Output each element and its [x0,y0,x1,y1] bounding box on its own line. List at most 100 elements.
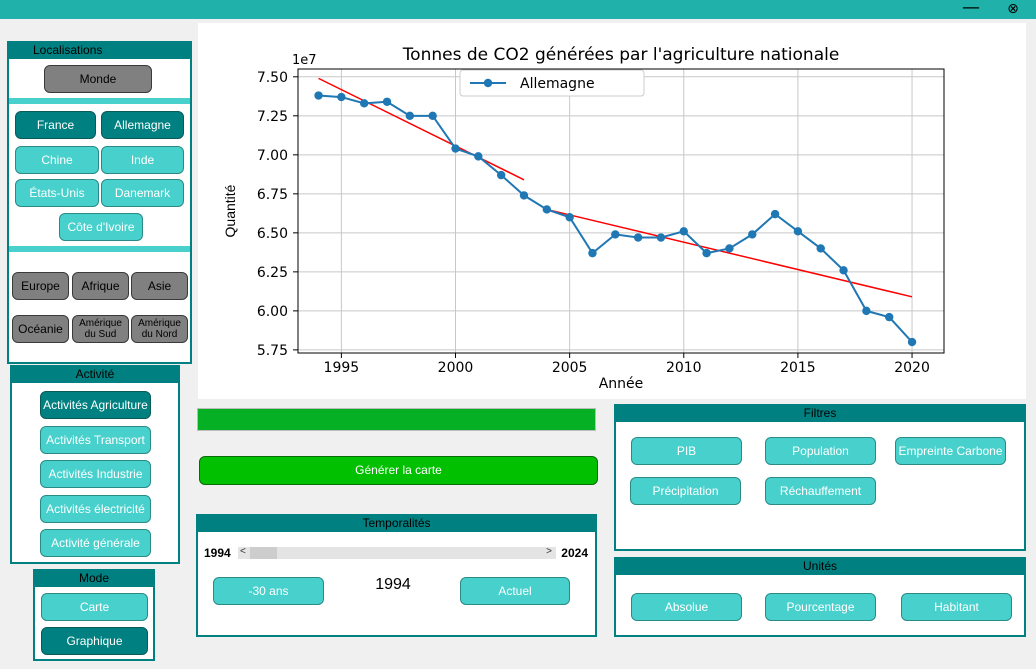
chine-button[interactable]: Chine [15,146,99,174]
y-tick-label: 6.25 [257,265,288,281]
divider-bottom [9,246,190,252]
data-point [725,244,734,253]
minimize-icon[interactable]: — [962,0,980,18]
activites-industrie-button[interactable]: Activités Industrie [40,460,151,488]
x-axis-label: Année [599,376,644,392]
data-point [611,230,620,239]
rechauffement-button[interactable]: Réchauffement [765,477,876,505]
chart-title: Tonnes de CO2 générées par l'agriculture… [402,45,840,65]
slider-left-arrow-icon[interactable]: < [240,546,246,557]
data-point [359,99,369,108]
amerique-du-nord-button[interactable]: Amérique du Nord [131,315,188,343]
afrique-button[interactable]: Afrique [72,272,129,300]
danemark-button[interactable]: Danemark [101,179,184,207]
current-year-display: 1994 [375,576,411,593]
inde-button[interactable]: Inde [101,146,184,174]
precipitation-button[interactable]: Précipitation [630,477,741,505]
year-slider-thumb[interactable] [250,547,277,559]
trend-line [546,208,913,298]
chart-area: 1995 2000 2005 2010 2015 2020 5.75 6.00 6.25 6.50… [198,23,1026,399]
plot-frame [297,68,945,354]
absolue-button[interactable]: Absolue [631,593,742,621]
activite-panel: Activité Activités Agriculture Activités… [10,365,180,564]
mode-title: Mode [35,571,153,587]
y-tick-label: 6.50 [257,226,288,242]
divider-top [9,98,190,104]
empreinte-carbone-button[interactable]: Empreinte Carbone [895,437,1006,465]
temporalites-title: Temporalités [198,516,595,532]
year-max-label: 2024 [561,546,588,560]
habitant-button[interactable]: Habitant [901,593,1012,621]
data-point [702,248,711,258]
legend-label: Allemagne [520,76,595,92]
x-tick-label: 2020 [894,360,930,376]
x-tick-label: 2010 [666,360,702,376]
activites-agriculture-button[interactable]: Activités Agriculture [40,391,151,419]
progress-fill [198,409,595,430]
activites-transport-button[interactable]: Activités Transport [40,426,151,454]
y-offset-label: 1e7 [292,53,317,68]
activites-electricite-button[interactable]: Activités électricité [40,495,151,523]
data-point [314,91,323,100]
pourcentage-button[interactable]: Pourcentage [765,593,876,621]
trend-line [318,77,525,181]
localisations-panel: Localisations Monde France Allemagne Chi… [7,41,192,364]
year-slider-row: 1994 < > 2024 [204,545,588,561]
data-point [816,244,825,253]
activite-title: Activité [12,367,178,383]
population-button[interactable]: Population [765,437,876,465]
x-tick-label: 2005 [552,360,588,376]
y-axis-label: Quantité [222,184,238,237]
y-tick-label: 7.25 [257,109,288,125]
data-point [428,111,437,121]
data-point [885,312,894,322]
unites-title: Unités [616,559,1024,575]
co2-chart: 1995 2000 2005 2010 2015 2020 5.75 6.00 6.25 6.50… [222,45,945,392]
data-point [588,248,597,258]
progress-bar [197,408,596,431]
monde-button[interactable]: Monde [44,65,152,93]
y-tick-label: 7.50 [257,70,288,86]
asie-button[interactable]: Asie [131,272,188,300]
allemagne-button[interactable]: Allemagne [101,111,184,139]
france-button[interactable]: France [15,111,96,139]
minus-30-years-button[interactable]: -30 ans [213,577,324,605]
title-bar: — ⊗ [0,0,1036,19]
data-point [748,230,757,239]
legend-marker [483,78,493,88]
cote-divoire-button[interactable]: Côte d'Ivoire [59,213,143,241]
data-point [656,233,666,242]
graphique-button[interactable]: Graphique [41,627,148,655]
europe-button[interactable]: Europe [12,272,69,300]
oceanie-button[interactable]: Océanie [12,315,69,343]
generer-carte-button[interactable]: Générer la carte [199,456,598,485]
carte-button[interactable]: Carte [41,593,148,621]
data-point [519,191,529,200]
data-point [474,152,483,161]
y-tick-label: 6.00 [257,304,288,320]
data-point [405,111,415,121]
etats-unis-button[interactable]: États-Unis [15,179,99,207]
filtres-panel: Filtres PIB Population Empreinte Carbone… [614,404,1026,551]
data-point [633,233,643,242]
pib-button[interactable]: PIB [631,437,742,465]
activite-generale-button[interactable]: Activité générale [40,529,151,557]
series-line [318,94,913,343]
data-point [839,266,848,275]
data-point [496,170,506,180]
y-tick-label: 7.00 [257,148,288,164]
data-point [451,144,460,153]
filtres-title: Filtres [616,406,1024,422]
close-icon[interactable]: ⊗ [1007,1,1019,17]
x-tick-label: 1995 [324,360,360,376]
legend-box [459,69,645,97]
data-point [793,227,803,236]
slider-right-arrow-icon[interactable]: > [546,546,552,557]
actuel-button[interactable]: Actuel [460,577,570,605]
data-point [862,306,871,316]
data-point [337,92,346,102]
year-slider[interactable]: < > [238,546,556,559]
data-point [770,209,780,219]
amerique-du-sud-button[interactable]: Amérique du Sud [72,315,129,343]
x-tick-label: 2015 [780,360,816,376]
